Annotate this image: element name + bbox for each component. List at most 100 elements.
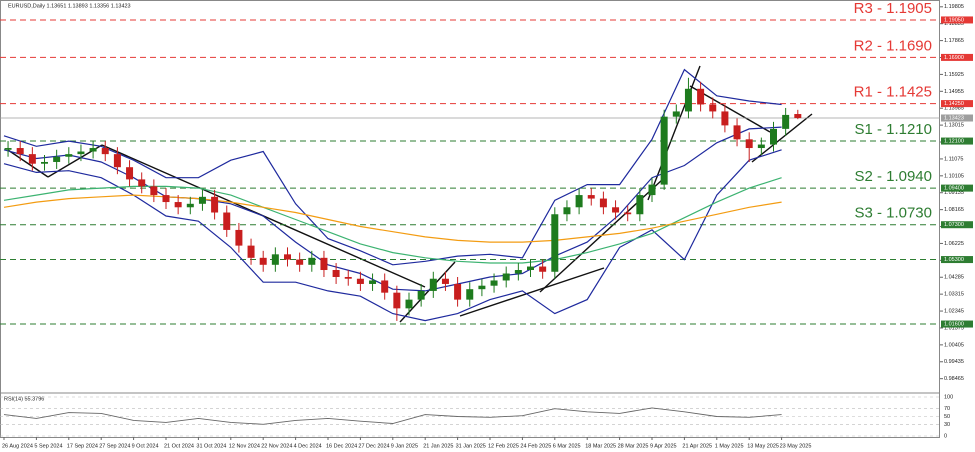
candle-body — [211, 196, 219, 213]
candle-body — [502, 273, 510, 281]
candle-body — [150, 186, 158, 196]
candle-body — [721, 111, 729, 126]
y-tick-label: 1.11075 — [944, 156, 963, 162]
candle-body — [612, 207, 620, 213]
candle-body — [284, 254, 291, 260]
candle-body — [162, 195, 170, 203]
candle-body — [599, 198, 607, 208]
y-tick-label: 70 — [944, 406, 950, 412]
y-tick-label: 1.08165 — [944, 207, 964, 213]
indicator-line — [3, 177, 782, 264]
candle-body — [466, 289, 474, 300]
y-tick-label: 1.02345 — [944, 309, 964, 315]
x-tick-label: 9 Oct 2024 — [132, 443, 159, 449]
candle-body — [429, 278, 437, 291]
x-tick-label: 12 Feb 2025 — [488, 443, 519, 449]
y-tick-label: 30 — [944, 422, 950, 428]
level-tag: 1.12100 — [944, 139, 964, 145]
level-label: S3 - 1.0730 — [854, 205, 932, 222]
indicator-line — [3, 68, 782, 266]
level-tag-box — [941, 53, 973, 61]
candle-body — [332, 270, 340, 277]
candle-body — [514, 270, 522, 274]
candle-body — [381, 280, 389, 293]
candle-body — [101, 148, 109, 155]
y-tick-label: 0.99435 — [944, 359, 964, 365]
level-tag: 1.07300 — [944, 222, 964, 228]
x-tick-label: 13 May 2025 — [747, 443, 779, 449]
candle-body — [770, 128, 777, 145]
candle-body — [672, 111, 680, 117]
level-label: R3 - 1.1905 — [854, 0, 932, 17]
y-tick-label: 1.18835 — [944, 21, 964, 27]
level-tag: 1.19050 — [944, 17, 964, 23]
rsi-line — [3, 407, 782, 425]
candle-body — [259, 257, 267, 265]
level-label: S1 - 1.1210 — [854, 121, 932, 138]
x-tick-label: 9 Apr 2025 — [650, 443, 677, 449]
candle-body — [113, 154, 121, 168]
candle-body — [684, 88, 692, 112]
x-tick-label: 16 Dec 2024 — [326, 443, 357, 449]
candle-body — [441, 278, 449, 284]
candle-body — [563, 207, 571, 215]
x-tick-label: 9 Jan 2025 — [391, 443, 418, 449]
candle-body — [174, 202, 182, 208]
level-tag: 1.01600 — [944, 321, 964, 327]
level-tag-box — [941, 100, 973, 108]
level-tag-box — [941, 184, 973, 192]
candle-body — [575, 195, 583, 208]
x-tick-label: 5 Sep 2024 — [34, 443, 62, 449]
candle-body — [782, 114, 790, 129]
candle-body — [405, 299, 413, 309]
level-tag: 1.14250 — [944, 101, 964, 107]
x-tick-label: 12 Nov 2024 — [229, 443, 260, 449]
candle-body — [539, 266, 547, 272]
y-tick-label: 0 — [944, 433, 947, 439]
x-tick-label: 18 Mar 2025 — [585, 443, 616, 449]
candle-body — [745, 139, 753, 149]
candle-body — [89, 148, 97, 152]
candle-body — [344, 276, 352, 279]
candle-body — [186, 203, 194, 208]
candle-body — [223, 212, 231, 230]
level-tag-box — [941, 320, 973, 328]
level-tag-box — [941, 256, 973, 264]
candle-body — [551, 214, 559, 272]
y-tick-label: 1.03315 — [944, 292, 964, 298]
x-tick-label: 21 Oct 2024 — [164, 443, 194, 449]
current-tag: 1.13423 — [944, 115, 964, 121]
x-tick-label: 27 Sep 2024 — [99, 443, 130, 449]
x-tick-label: 24 Feb 2025 — [520, 443, 551, 449]
level-tag: 1.09400 — [944, 186, 964, 192]
candle-body — [757, 144, 765, 149]
x-tick-label: 31 Jan 2025 — [456, 443, 486, 449]
y-tick-label: 1.19805 — [944, 4, 964, 10]
y-tick-label: 1.13985 — [944, 106, 964, 112]
y-tick-label: 1.14955 — [944, 89, 964, 95]
y-tick-label: 1.00405 — [944, 342, 964, 348]
y-tick-label: 1.13015 — [944, 123, 964, 129]
x-tick-label: 31 Oct 2024 — [196, 443, 226, 449]
level-label: R1 - 1.1425 — [854, 84, 932, 101]
candle-body — [417, 290, 425, 300]
y-tick-label: 100 — [944, 394, 953, 400]
candle-body — [490, 280, 498, 286]
candle-body — [356, 278, 364, 284]
y-tick-label: 50 — [944, 414, 950, 420]
y-tick-label: 1.10105 — [944, 173, 964, 179]
x-tick-label: 26 Aug 2024 — [2, 443, 33, 449]
y-tick-label: 1.15925 — [944, 72, 964, 78]
candle-body — [709, 104, 717, 112]
x-tick-label: 22 Nov 2024 — [261, 443, 292, 449]
y-tick-label: 1.04285 — [944, 275, 964, 281]
candle-body — [53, 156, 61, 162]
y-tick-label: 1.06225 — [944, 241, 964, 247]
candle-body — [308, 257, 316, 265]
level-tag-box — [941, 137, 973, 145]
chart-title: EURUSD,Daily 1.13651 1.13893 1.13356 1.1… — [8, 3, 131, 9]
x-tick-label: 21 Apr 2025 — [682, 443, 712, 449]
candle-body — [794, 114, 802, 119]
